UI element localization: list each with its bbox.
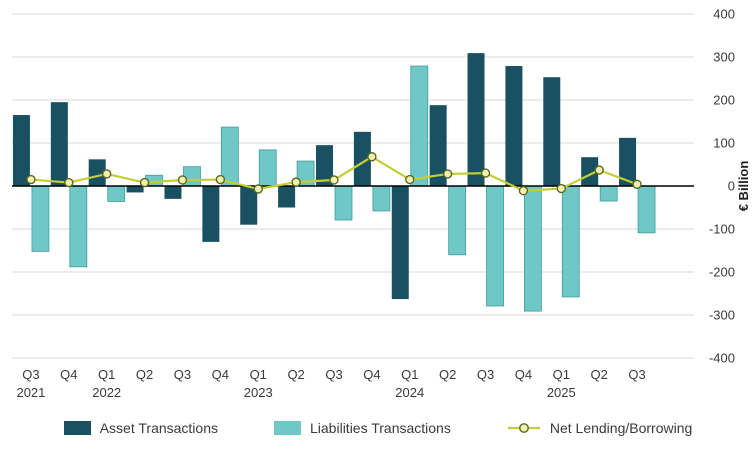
- y-axis-tick-label: 200: [713, 93, 735, 108]
- x-axis-quarter-label: Q1: [553, 367, 570, 382]
- x-axis-quarter-label: Q3: [174, 367, 191, 382]
- bar-asset-q4: [202, 186, 220, 242]
- bar-liabilities-q3: [486, 185, 504, 307]
- x-axis-year-label: 2022: [92, 385, 121, 400]
- liabilities-transactions-swatch: [274, 421, 301, 435]
- y-axis-tick-label: 300: [713, 50, 735, 65]
- x-axis-quarter-label: Q1: [98, 367, 115, 382]
- x-axis-quarter-label: Q4: [212, 367, 229, 382]
- bar-liabilities-q3: [183, 166, 201, 187]
- net-lending-marker-15: [594, 165, 604, 175]
- bar-liabilities-q2: [448, 185, 467, 256]
- net-lending-marker-9: [367, 152, 377, 162]
- bar-asset-q1-2022: [88, 159, 106, 186]
- net-lending-marker-14: [556, 183, 566, 194]
- bar-liabilities-q3: [334, 185, 353, 221]
- net-lending-marker-13: [518, 186, 529, 196]
- bar-liabilities-q1-2025: [561, 185, 580, 298]
- bar-asset-q3: [164, 186, 182, 199]
- legend-item-net-lending-borrowing[interactable]: Net Lending/Borrowing: [507, 420, 692, 436]
- net-lending-marker-4: [177, 175, 188, 185]
- net-lending-marker-11: [442, 169, 453, 179]
- bar-asset-q2: [126, 186, 144, 193]
- y-axis-tick-label: -300: [709, 308, 735, 323]
- bar-asset-q4: [353, 131, 371, 186]
- legend-item-asset-transactions[interactable]: Asset Transactions: [63, 420, 218, 436]
- bar-asset-q4: [50, 102, 68, 186]
- net-lending-marker-8: [329, 175, 339, 185]
- bar-liabilities-q4: [372, 185, 391, 212]
- x-axis-quarter-label: Q1: [250, 367, 267, 382]
- x-axis-year-label: 2023: [244, 385, 273, 400]
- bar-liabilities-q4: [69, 185, 88, 268]
- x-axis-year-label: 2021: [16, 385, 45, 400]
- bar-liabilities-q2: [599, 185, 618, 202]
- x-axis-quarter-label: Q4: [515, 367, 532, 382]
- x-axis-quarter-label: Q3: [477, 367, 494, 382]
- bar-liabilities-q4: [524, 185, 542, 312]
- net-lending-marker-16: [632, 179, 642, 189]
- bar-asset-q1-2024: [391, 186, 409, 300]
- net-lending-marker-3: [139, 177, 150, 188]
- bar-liabilities-q3: [637, 185, 656, 234]
- bar-liabilities-q1-2023: [258, 149, 277, 187]
- x-axis-quarter-label: Q2: [591, 367, 608, 382]
- x-axis-quarter-label: Q3: [628, 367, 645, 382]
- net-lending-legend-marker: [507, 423, 540, 433]
- bar-asset-q3-2021: [12, 115, 30, 186]
- liabilities-transactions-legend-label: Liabilities Transactions: [310, 420, 451, 436]
- net-lending-marker-12: [480, 168, 491, 178]
- x-axis-quarter-label: Q3: [22, 367, 39, 382]
- y-axis-tick-label: -100: [709, 222, 735, 237]
- y-axis-tick-label: 0: [728, 179, 735, 194]
- net-lending-marker-6: [253, 184, 263, 194]
- bar-asset-q3: [619, 137, 637, 186]
- bar-asset-q4: [505, 66, 523, 186]
- y-axis-tick-label: 100: [713, 136, 735, 151]
- x-axis-quarter-label: Q4: [60, 367, 77, 382]
- bar-asset-q1-2025: [543, 77, 561, 186]
- y-axis-tick-label: -400: [709, 351, 735, 366]
- y-axis-tick-label: 400: [713, 7, 735, 22]
- net-lending-marker-10: [405, 174, 415, 185]
- x-axis-quarter-label: Q2: [287, 367, 304, 382]
- y-axis-tick-label: -200: [709, 265, 735, 280]
- net-lending-marker-7: [291, 177, 301, 187]
- x-axis-year-label: 2024: [395, 385, 424, 400]
- x-axis-quarter-label: Q2: [136, 367, 153, 382]
- y-axis-title: € Billion: [736, 161, 751, 212]
- bar-liabilities-q1-2022: [107, 185, 126, 202]
- bar-liabilities-q1-2024: [410, 65, 429, 187]
- bar-asset-q2: [429, 105, 447, 186]
- net-lending-marker-1: [64, 177, 74, 188]
- x-axis-quarter-label: Q4: [363, 367, 380, 382]
- x-axis-year-label: 2025: [547, 385, 576, 400]
- bar-asset-q2: [581, 157, 599, 186]
- asset-transactions-swatch: [63, 421, 91, 435]
- net-lending-marker-0: [26, 174, 36, 185]
- x-axis-quarter-label: Q2: [439, 367, 456, 382]
- chart-canvas: -400 -300 -200 -100 0 100 200 300 400 Q3 2021 Q4 Q1 2…: [12, 7, 751, 400]
- x-axis-quarter-label: Q3: [325, 367, 342, 382]
- bar-asset-q2: [278, 186, 296, 208]
- net-lending-marker-2: [102, 169, 112, 179]
- net-lending-marker-5: [215, 174, 226, 185]
- bar-liabilities-q3-2021: [31, 185, 50, 252]
- bar-asset-q1-2023: [240, 186, 258, 225]
- legend-item-liabilities-transactions[interactable]: Liabilities Transactions: [274, 420, 451, 436]
- x-axis-quarter-label: Q1: [401, 367, 418, 382]
- asset-transactions-legend-label: Asset Transactions: [99, 420, 218, 436]
- chart-legend: Asset Transactions Liabilities Transacti…: [0, 406, 756, 450]
- bar-asset-q3: [316, 145, 333, 186]
- bar-asset-q3: [467, 53, 485, 186]
- net-lending-legend-label: Net Lending/Borrowing: [549, 420, 693, 436]
